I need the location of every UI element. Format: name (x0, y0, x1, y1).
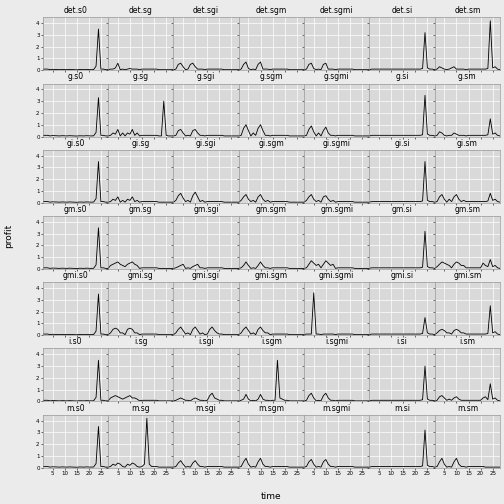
Text: gm.s0: gm.s0 (64, 205, 87, 214)
Text: g.s0: g.s0 (68, 73, 84, 81)
Text: gi.sg: gi.sg (132, 139, 150, 148)
Text: profit: profit (5, 224, 14, 248)
Text: i.sg: i.sg (134, 337, 148, 346)
Text: gm.sg: gm.sg (129, 205, 153, 214)
Text: gi.sgmi: gi.sgmi (323, 139, 351, 148)
Text: det.sgm: det.sgm (256, 6, 287, 15)
Text: g.sgmi: g.sgmi (324, 73, 350, 81)
Text: g.si: g.si (395, 73, 409, 81)
Text: gmi.sg: gmi.sg (128, 271, 154, 280)
Text: m.sgm: m.sgm (259, 404, 284, 413)
Text: det.sgi: det.sgi (193, 6, 219, 15)
Text: gm.sm: gm.sm (454, 205, 480, 214)
Text: i.s0: i.s0 (69, 337, 82, 346)
Text: gi.si: gi.si (394, 139, 410, 148)
Text: gmi.sgmi: gmi.sgmi (319, 271, 354, 280)
Text: gmi.sgi: gmi.sgi (192, 271, 220, 280)
Text: m.sg: m.sg (132, 404, 150, 413)
Text: m.sgmi: m.sgmi (323, 404, 351, 413)
Text: i.si: i.si (397, 337, 407, 346)
Text: gm.si: gm.si (392, 205, 412, 214)
Text: g.sgi: g.sgi (197, 73, 215, 81)
Text: det.sm: det.sm (454, 6, 480, 15)
Text: gm.sgm: gm.sgm (256, 205, 287, 214)
Text: i.sgmi: i.sgmi (325, 337, 348, 346)
Text: gmi.sgm: gmi.sgm (255, 271, 288, 280)
Text: gm.sgmi: gm.sgmi (320, 205, 353, 214)
Text: g.sm: g.sm (458, 73, 477, 81)
Text: g.sg: g.sg (133, 73, 149, 81)
Text: i.sgi: i.sgi (198, 337, 214, 346)
Text: g.sgm: g.sgm (260, 73, 283, 81)
Text: m.s0: m.s0 (66, 404, 85, 413)
Text: i.sm: i.sm (459, 337, 475, 346)
Text: gmi.s0: gmi.s0 (62, 271, 88, 280)
Text: gm.sgi: gm.sgi (193, 205, 219, 214)
Text: time: time (261, 492, 282, 501)
Text: gi.s0: gi.s0 (67, 139, 85, 148)
Text: m.si: m.si (394, 404, 410, 413)
Text: gi.sm: gi.sm (457, 139, 478, 148)
Text: m.sgi: m.sgi (196, 404, 217, 413)
Text: det.si: det.si (392, 6, 413, 15)
Text: det.sg: det.sg (129, 6, 153, 15)
Text: m.sm: m.sm (457, 404, 478, 413)
Text: gi.sgi: gi.sgi (196, 139, 216, 148)
Text: i.sgm: i.sgm (261, 337, 282, 346)
Text: gmi.si: gmi.si (391, 271, 414, 280)
Text: gi.sgm: gi.sgm (259, 139, 284, 148)
Text: det.sgmi: det.sgmi (320, 6, 353, 15)
Text: gmi.sm: gmi.sm (453, 271, 481, 280)
Text: det.s0: det.s0 (64, 6, 87, 15)
